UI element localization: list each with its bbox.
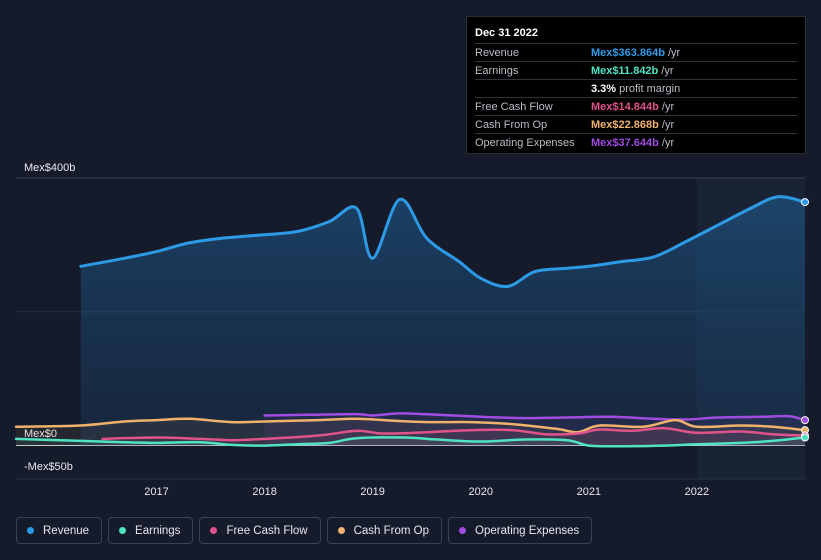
- earnings-line: [14, 436, 807, 448]
- tooltip-date: Dec 31 2022: [475, 25, 797, 44]
- tooltip-label: Cash From Op: [475, 119, 548, 131]
- legend-item-earnings[interactable]: Earnings: [108, 517, 194, 544]
- x-tick-label-2019: 2019: [360, 486, 384, 498]
- x-tick-label-2020: 2020: [469, 486, 493, 498]
- tooltip-label: [475, 81, 591, 97]
- legend-label: Earnings: [135, 524, 181, 537]
- tooltip-value: Mex$363.864b: [591, 47, 665, 59]
- tooltip-unit: profit margin: [619, 83, 681, 95]
- tooltip-unit: /yr: [661, 101, 675, 113]
- y-axis-max-label: Mex$400b: [24, 162, 75, 174]
- legend-dot-icon: [119, 527, 127, 534]
- tooltip-label: Operating Expenses: [475, 137, 575, 149]
- y-axis-zero-label: Mex$0: [24, 428, 57, 440]
- y-axis-min-label: -Mex$50b: [24, 461, 73, 473]
- legend-label: Operating Expenses: [475, 524, 580, 537]
- legend-item-operating-expenses[interactable]: Operating Expenses: [448, 517, 593, 544]
- x-tick-label-2022: 2022: [685, 486, 709, 498]
- free-cash-flow-line: [101, 426, 807, 442]
- tooltip-row-operating-expenses: Operating Expenses Mex$37.644b /yr: [475, 134, 797, 151]
- x-tick-label-2018: 2018: [252, 486, 276, 498]
- revenue-line: [79, 195, 807, 289]
- tooltip-unit: /yr: [661, 65, 674, 77]
- tooltip-row-revenue: Revenue Mex$363.864b /yr: [475, 44, 797, 62]
- legend-item-free-cash-flow[interactable]: Free Cash Flow: [199, 517, 321, 544]
- tooltip-label: Free Cash Flow: [475, 101, 553, 113]
- legend-item-cash-from-op[interactable]: Cash From Op: [326, 517, 443, 544]
- legend-dot-icon: [337, 527, 345, 534]
- tooltip-unit: /yr: [668, 47, 681, 59]
- legend-label: Free Cash Flow: [226, 524, 308, 537]
- legend-item-revenue[interactable]: Revenue: [16, 517, 103, 544]
- tooltip-row-earnings: Earnings Mex$11.842b /yr: [475, 62, 797, 80]
- tooltip-unit: /yr: [661, 137, 675, 149]
- tooltip-value: Mex$37.644b: [591, 137, 659, 149]
- legend-label: Cash From Op: [353, 524, 430, 537]
- earnings-end-point[interactable]: [801, 433, 809, 442]
- tooltip-value: 3.3%: [591, 83, 617, 95]
- chart-legend: Revenue Earnings Free Cash Flow Cash Fro…: [16, 517, 593, 546]
- free-cash-flow-area: [102, 428, 805, 446]
- tooltip-label: Earnings: [475, 65, 519, 77]
- legend-dot-icon: [459, 527, 467, 534]
- revenue-area: [80, 196, 806, 446]
- tooltip-row-free-cash-flow: Free Cash Flow Mex$14.844b /yr: [475, 98, 797, 116]
- tooltip-label: Revenue: [475, 47, 520, 59]
- tooltip-value: Mex$14.844b: [591, 101, 659, 113]
- legend-dot-icon: [210, 527, 218, 534]
- tooltip-row-profit-margin: 3.3% profit margin: [475, 80, 797, 98]
- x-tick-label-2021: 2021: [577, 486, 601, 498]
- legend-label: Revenue: [43, 524, 90, 537]
- cash-from-op-line: [14, 417, 807, 434]
- tooltip-row-cash-from-op: Cash From Op Mex$22.868b /yr: [475, 116, 797, 134]
- operating-expenses-end-point[interactable]: [801, 416, 809, 425]
- x-tick-label-2017: 2017: [144, 486, 168, 498]
- tooltip-panel: Dec 31 2022 Revenue Mex$363.864b /yr Ear…: [466, 16, 806, 154]
- tooltip-value: Mex$22.868b: [591, 119, 659, 131]
- legend-dot-icon: [27, 527, 34, 534]
- revenue-end-point[interactable]: [801, 198, 809, 207]
- tooltip-value: Mex$11.842b: [591, 65, 659, 77]
- tooltip-unit: /yr: [661, 119, 675, 131]
- operating-expenses-line: [263, 412, 807, 422]
